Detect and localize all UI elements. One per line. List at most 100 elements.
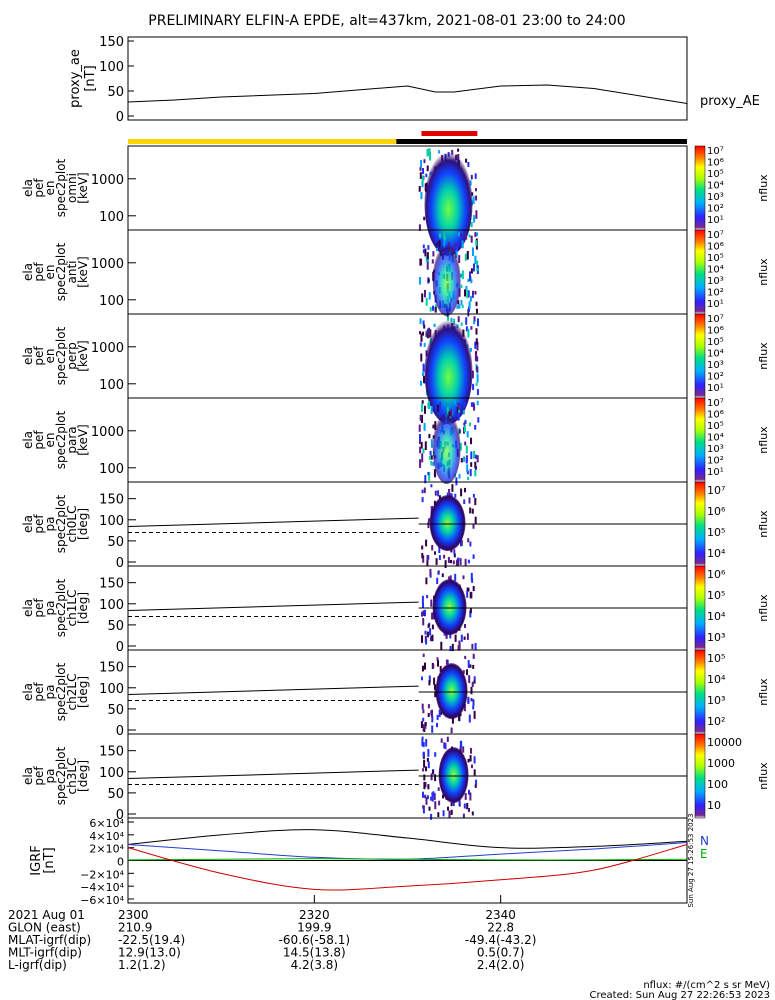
pa-pixel	[472, 705, 475, 710]
spectrogram-pixel	[474, 461, 477, 469]
spectrogram-pixel	[474, 232, 477, 237]
spectrogram-pixel	[470, 348, 472, 352]
pa-pixel	[436, 657, 439, 661]
pa-pixel	[430, 796, 433, 801]
spectrogram-pixel	[463, 402, 466, 408]
pa-ylabel: pa	[43, 769, 57, 784]
pa-tick: 50	[107, 787, 124, 802]
spectrogram-pixel	[477, 417, 480, 423]
created-note: Created: Sun Aug 27 22:26:53 2023	[590, 990, 770, 1000]
spectrogram-pixel	[475, 240, 478, 247]
spectrogram-pixel	[457, 300, 460, 305]
pa-pixel	[425, 577, 428, 585]
colorbar	[694, 565, 706, 651]
spectrogram-pixel	[470, 402, 473, 407]
pa-pixel	[437, 490, 440, 497]
spectrogram-pixel	[422, 320, 425, 326]
energy-ylabel: en	[43, 433, 57, 448]
pa-pixel	[468, 714, 471, 723]
spectrogram-pixel	[430, 439, 433, 448]
igrf-tick: 4×10⁴	[89, 830, 124, 843]
pa-pixel	[470, 698, 473, 702]
pa-tick: 100	[99, 682, 124, 697]
spectrogram-pixel	[428, 401, 430, 410]
pa-pixel	[458, 642, 461, 650]
pa-pixel	[427, 784, 430, 790]
pa-pixel	[460, 539, 462, 547]
spectrogram-pixel	[435, 241, 438, 246]
pa-ylabel: spec2plot	[54, 746, 68, 805]
pa-pixel	[450, 809, 453, 815]
spectrogram-pixel	[476, 341, 479, 351]
spectrogram-pixel	[475, 245, 478, 250]
loss-cone-line	[127, 685, 419, 696]
pa-pixel	[427, 704, 430, 709]
pa-pixel	[471, 764, 473, 769]
pa-pixel	[424, 662, 426, 670]
colorbar-tick: 10⁷	[707, 230, 724, 241]
pa-pixel	[462, 746, 465, 753]
proxy-ae-ylabel: [nT]	[83, 65, 98, 91]
colorbar-tick: 10⁷	[707, 398, 724, 409]
colorbar-tick: 10⁴	[707, 673, 726, 686]
units-note: nflux: #/(cm^2 s sr MeV)	[643, 980, 770, 991]
pa-pixel	[459, 558, 462, 566]
spectrogram-pixel	[419, 439, 421, 445]
spectrogram-pixel	[468, 301, 471, 310]
pa-pixel	[421, 497, 424, 503]
spectrogram-pixel	[437, 404, 440, 412]
colorbar-tick: 10⁴	[707, 349, 724, 360]
spectrogram-pixel	[470, 221, 473, 228]
spectrogram-pixel	[467, 278, 470, 283]
pa-pixel	[443, 742, 446, 749]
spectrogram-pixel	[463, 422, 466, 426]
pa-pixel	[421, 545, 424, 550]
spectrogram-pixel	[476, 268, 479, 272]
colorbar-tick: 10⁴	[707, 610, 726, 623]
spectrogram-pixel	[476, 356, 479, 362]
colorbar-label: nflux	[757, 762, 770, 790]
pa-pixel	[426, 555, 429, 560]
pa-tick: 50	[107, 703, 124, 718]
spectrogram-pixel	[465, 457, 468, 464]
pa-ylabel: ch3LC	[65, 758, 79, 795]
pa-pixel	[467, 559, 470, 564]
timestamp-stamp: Sun Aug 27 15:26:53 2023	[687, 813, 695, 907]
pa-pixel	[445, 659, 448, 665]
pa-pixel	[459, 713, 462, 717]
spectrogram-pixel	[420, 333, 423, 342]
spectrogram-pixel	[425, 333, 428, 337]
spectrogram-pixel	[419, 342, 422, 347]
pa-pixel	[464, 655, 467, 659]
spectrogram-pixel	[474, 291, 477, 295]
footer-row-label: L-igrf(dip)	[8, 958, 67, 972]
spectrogram-pixel	[475, 328, 478, 335]
pa-pixel	[466, 803, 469, 810]
shadow-bar	[396, 139, 687, 144]
pa-pixel	[468, 675, 471, 684]
spectrogram-pixel	[469, 422, 471, 427]
footer-value: 210.9	[118, 921, 152, 935]
spectrogram-pixel	[434, 306, 437, 313]
spectrogram-pixel	[458, 473, 461, 479]
pa-pixel	[469, 792, 472, 801]
pa-pixel	[466, 669, 468, 676]
pa-pixel	[429, 568, 432, 576]
igrf-tick: 2×10⁴	[89, 843, 124, 856]
spectrogram-pixel	[431, 259, 434, 264]
pa-pixel	[426, 559, 429, 567]
pa-pixel	[429, 628, 432, 636]
spectrogram-pixel	[419, 434, 421, 441]
colorbar	[694, 733, 706, 819]
pa-pixel	[468, 497, 471, 504]
igrf-ylabel: IGRF	[29, 845, 44, 875]
colorbar-label: nflux	[757, 594, 770, 622]
spectrogram-pixel	[422, 448, 425, 454]
pa-pixel	[467, 660, 470, 668]
energy-ylabel: [keV]	[76, 256, 90, 287]
colorbar-tick: 10¹	[707, 299, 724, 310]
pa-pixel	[450, 559, 452, 564]
pa-flux-blob	[432, 579, 467, 636]
colorbar-tick: 10²	[707, 372, 724, 383]
colorbar-tick: 10²	[707, 456, 724, 467]
